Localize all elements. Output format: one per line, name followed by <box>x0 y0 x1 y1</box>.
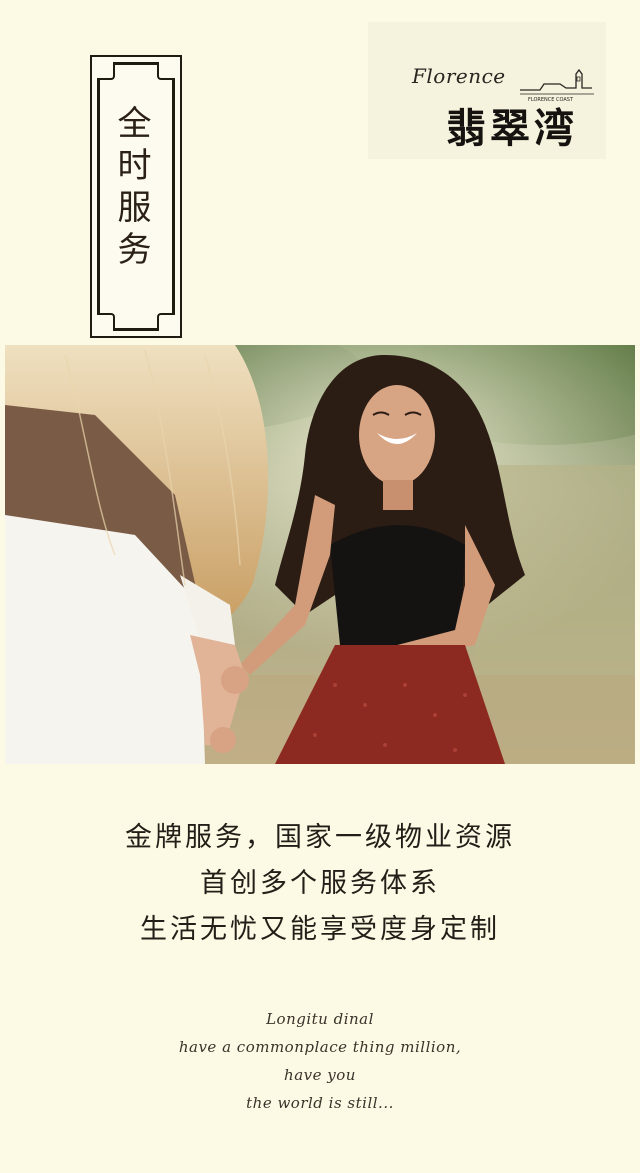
slogan-block: 金牌服务，国家一级物业资源 首创多个服务体系 生活无忧又能享受度身定制 <box>0 815 640 953</box>
poem-line: Longitu dinal <box>266 1010 374 1028</box>
slogan-line: 生活无忧又能享受度身定制 <box>140 914 500 945</box>
logo-name: 翡翠湾 <box>446 106 578 152</box>
slogan-line: 首创多个服务体系 <box>200 868 440 899</box>
frame-corner <box>97 62 115 80</box>
poem-line: have a commonplace thing million, <box>178 1038 462 1056</box>
poem-line: have you <box>284 1066 356 1084</box>
logo-script: Florence <box>412 64 506 88</box>
poem-line: the world is still... <box>246 1094 394 1112</box>
hero-photo <box>5 345 635 764</box>
badge-frame <box>97 62 175 331</box>
photo-two-women-holding-hands <box>5 345 635 764</box>
frame-corner <box>157 313 175 331</box>
frame-corner <box>97 313 115 331</box>
brand-logo: Florence FLORENCE COAST 翡翠湾 <box>368 22 606 159</box>
frame-corner <box>157 62 175 80</box>
badge-title: 全时服务 <box>111 105 151 273</box>
logo-tagline: FLORENCE COAST <box>528 97 574 102</box>
service-badge: 全时服务 <box>90 55 182 338</box>
poem-block: Longitu dinal have a commonplace thing m… <box>0 1005 640 1117</box>
slogan-line: 金牌服务，国家一级物业资源 <box>125 822 515 853</box>
castle-icon: FLORENCE COAST <box>520 68 594 102</box>
